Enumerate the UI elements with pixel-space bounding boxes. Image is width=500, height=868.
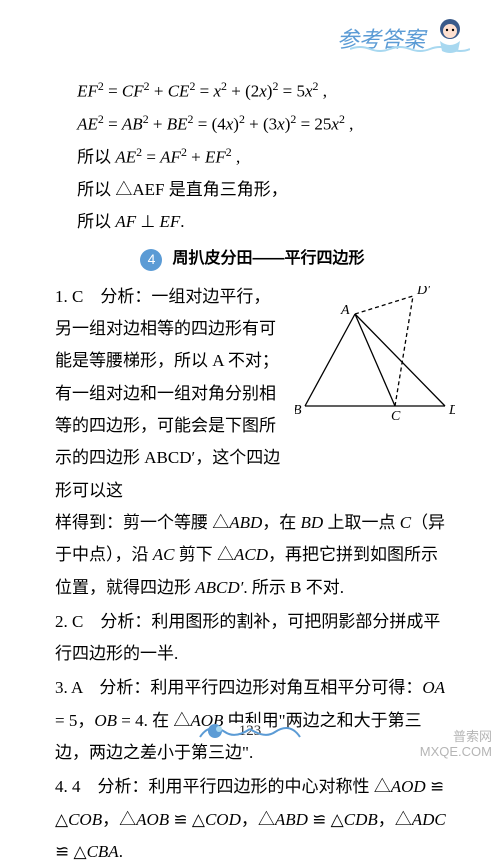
watermark-line-1: 普索网 — [420, 729, 492, 745]
section-title: 周扒皮分田——平行四边形 — [172, 244, 364, 274]
header-wave-decoration — [350, 45, 470, 53]
watermark: 普索网 MXQE.COM — [420, 729, 492, 760]
intro-line-2: AE2 = AB2 + BE2 = (4x)2 + (3x)2 = 25x2 , — [55, 108, 450, 141]
svg-text:D′: D′ — [416, 286, 431, 298]
intro-line-5: 所以 AF ⊥ EF. — [55, 206, 450, 238]
footer-wave-icon — [245, 717, 305, 747]
intro-line-3: 所以 AE2 = AF2 + EF2 , — [55, 141, 450, 174]
watermark-line-2: MXQE.COM — [420, 744, 492, 760]
section-header: 4 周扒皮分田——平行四边形 — [55, 244, 450, 274]
triangle-diagram: A B C D D′ — [295, 286, 455, 426]
question-1-text-b: 样得到：剪一个等腰 △ABD，在 BD 上取一点 C（异于中点），沿 AC 剪下… — [55, 507, 450, 604]
question-4: 4. 4 分析：利用平行四边形的中心对称性 △AOD ≌ △COB，△AOB ≌… — [55, 771, 450, 868]
mascot-icon — [430, 15, 470, 60]
question-2: 2. C 分析：利用图形的割补，可把阴影部分拼成平行四边形的一半. — [55, 606, 450, 671]
question-1: 1. C 分析：一组对边平行，另一组对边相等的四边形有可能是等腰梯形，所以 A … — [55, 281, 450, 507]
intro-line-4: 所以 △AEF 是直角三角形， — [55, 174, 450, 206]
svg-text:C: C — [391, 409, 401, 424]
question-1-text-a: 1. C 分析：一组对边平行，另一组对边相等的四边形有可能是等腰梯形，所以 A … — [55, 281, 285, 507]
svg-text:D: D — [448, 403, 455, 418]
page-content: EF2 = CF2 + CE2 = x2 + (2x)2 = 5x2 , AE2… — [55, 75, 450, 868]
svg-text:A: A — [340, 303, 350, 318]
svg-text:B: B — [295, 403, 302, 418]
section-number-badge: 4 — [140, 249, 162, 271]
intro-line-1: EF2 = CF2 + CE2 = x2 + (2x)2 = 5x2 , — [55, 75, 450, 108]
